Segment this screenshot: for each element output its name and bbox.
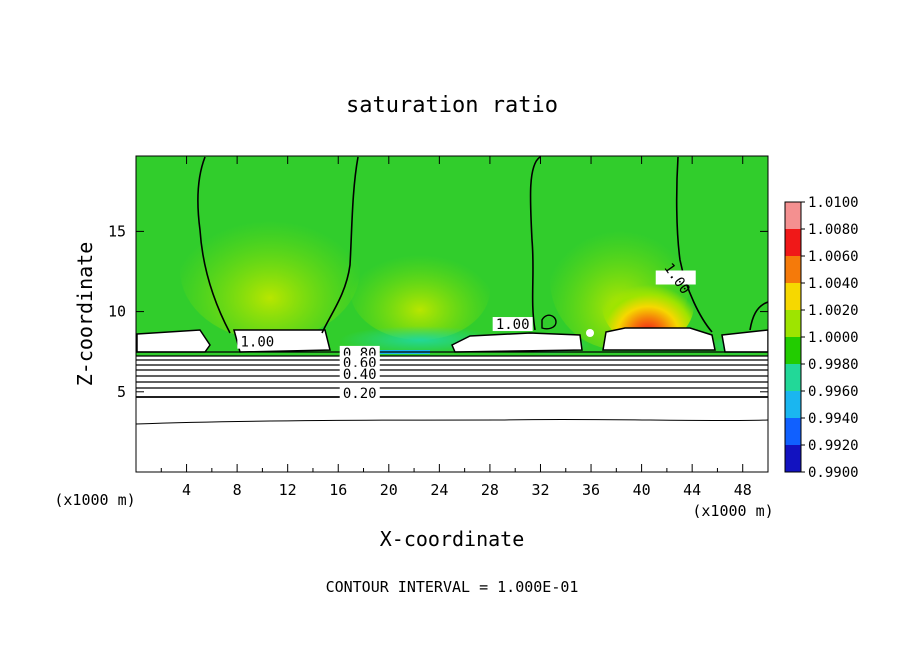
cloud-region (586, 329, 594, 337)
horizontal-contours (136, 351, 768, 425)
x-tick-label: 28 (481, 481, 499, 499)
colorbar-label: 0.9920 (808, 438, 859, 454)
colorbar: 1.0100 1.0080 1.0060 1.0040 1.0020 1.0000 0.99… (784, 195, 859, 481)
lower-field (136, 356, 768, 472)
x-tick-label: 20 (380, 481, 398, 499)
cloud-region (602, 327, 716, 351)
colorbar-label: 1.0040 (808, 276, 859, 292)
contour-label-bg (339, 366, 380, 381)
colorbar-swatch (785, 445, 801, 472)
x-tick-label: 40 (633, 481, 651, 499)
y-tick-label: 15 (108, 222, 126, 240)
colorbar-swatch (785, 364, 801, 391)
colorbar-label: 1.0100 (808, 195, 859, 211)
contour-1.00 (529, 156, 541, 331)
contour-label: 0.40 (343, 367, 377, 383)
y-tick-label: 10 (108, 303, 126, 321)
contour-labels: 1.001.001.000.800.600.400.20 (237, 261, 696, 402)
colorbar-swatch (785, 418, 801, 445)
x-tick-label: 4 (182, 481, 191, 499)
x-tick-label: 8 (233, 481, 242, 499)
plot-frame (135, 155, 769, 473)
cloud-region (136, 329, 211, 353)
colorbar-label: 0.9980 (808, 357, 859, 373)
contour-1.00 (749, 301, 768, 331)
colorbar-label: 0.9960 (808, 384, 859, 400)
x-tick-label: 36 (582, 481, 600, 499)
x-tick-label: 24 (430, 481, 448, 499)
x-tick-label: 16 (329, 481, 347, 499)
cloud-region (721, 329, 768, 353)
colorbar-label: 0.9900 (808, 465, 859, 481)
contour-interval-note: CONTOUR INTERVAL = 1.000E-01 (326, 578, 579, 596)
warm-region (350, 240, 490, 340)
colorbar-swatch (785, 283, 801, 310)
warm-region (180, 200, 360, 340)
x-tick-label: 44 (683, 481, 701, 499)
colorbar-swatch (785, 202, 801, 229)
colorbar-swatch (785, 256, 801, 283)
colorbar-label: 1.0080 (808, 222, 859, 238)
hot-region (602, 265, 694, 345)
contour-label: 1.00 (240, 335, 274, 351)
x-tick-label: 48 (734, 481, 752, 499)
contour-1.00 (675, 156, 713, 333)
contour-1.00 (541, 314, 557, 330)
chart-title: saturation ratio (346, 93, 558, 118)
x-unit-label: (x1000 m) (692, 502, 773, 520)
colorbar-swatch (785, 337, 801, 364)
contour-label: 1.00 (496, 317, 530, 333)
contour-label-bg (339, 386, 380, 401)
contour-label: 0.20 (343, 386, 377, 402)
colorbar-label: 1.0060 (808, 249, 859, 265)
x-ticks: 4 8 12 16 20 24 28 32 36 40 44 48 (160, 156, 752, 499)
contour-line (136, 418, 768, 425)
colorbar-swatch (785, 310, 801, 337)
colorbar-label: 1.0000 (808, 330, 859, 346)
contour-1.00 (197, 156, 231, 334)
x-tick-label: 12 (279, 481, 297, 499)
contour-label-bg (492, 317, 533, 332)
colorbar-label: 1.0020 (808, 303, 859, 319)
colorbar-label: 0.9940 (808, 411, 859, 427)
y-ticks: 5 10 15 (108, 222, 768, 401)
x-axis-label: X-coordinate (380, 527, 525, 551)
x-tick-label: 32 (531, 481, 549, 499)
colorbar-swatch (785, 391, 801, 418)
colorbar-swatch (785, 229, 801, 256)
contour-1.00 (321, 156, 359, 334)
cloud-region (451, 332, 583, 353)
contour-label-bg (237, 334, 278, 349)
y-tick-label: 5 (117, 383, 126, 401)
y-axis-label: Z-coordinate (73, 242, 97, 387)
y-unit-label: (x1000 m) (54, 491, 135, 509)
plot-area (136, 156, 768, 472)
contour-label-bg (655, 270, 696, 285)
contour-label-bg (339, 355, 380, 370)
